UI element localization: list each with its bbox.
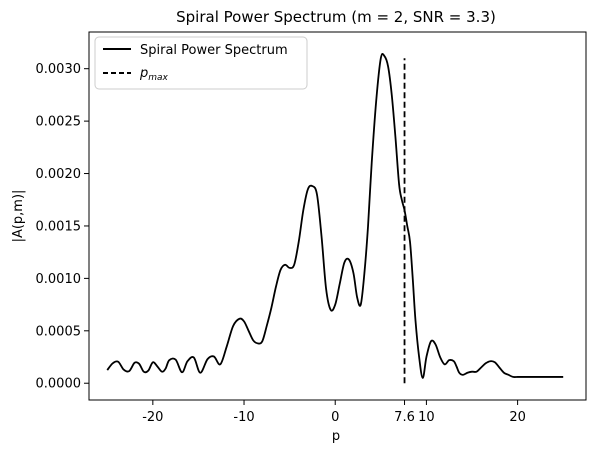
y-axis-label: |A(p,m)|	[11, 190, 26, 243]
x-tick-label: 0	[331, 410, 339, 425]
axes-frame	[88, 31, 587, 401]
plot-area	[89, 32, 586, 400]
x-tick-label: -20	[142, 410, 163, 425]
y-tick-label: 0.0005	[36, 324, 82, 339]
legend-box	[94, 36, 308, 90]
x-tick-label: 20	[509, 410, 526, 425]
y-tick-label: 0.0000	[36, 377, 82, 392]
legend: Spiral Power Spectrum pmax	[94, 36, 308, 90]
y-tick-label: 0.0010	[36, 272, 82, 287]
y-tick-label: 0.0030	[36, 62, 82, 77]
legend-label-pmax: pmax	[139, 66, 169, 83]
x-tick-label: 7.6	[394, 410, 415, 425]
x-axis-label: p	[332, 429, 340, 444]
plot-background	[89, 32, 586, 400]
x-tick-label: 10	[418, 410, 435, 425]
y-tick-label: 0.0020	[36, 167, 82, 182]
x-tick-label: -10	[233, 410, 254, 425]
series-layer	[106, 52, 564, 379]
series-line-spiral-power-spectrum	[106, 52, 564, 379]
chart-title: Spiral Power Spectrum (m = 2, SNR = 3.3)	[176, 8, 496, 26]
legend-label-spectrum: Spiral Power Spectrum	[140, 43, 288, 58]
legend-label-pmax-main: p	[139, 66, 148, 81]
legend-label-pmax-sub: max	[148, 73, 168, 83]
y-tick-label: 0.0015	[36, 219, 82, 234]
ticks-layer: -20 -10 0 7.6 10 20 0.0000 0.0005 0.0010 0.0015 0.…	[36, 62, 526, 425]
y-tick-label: 0.0025	[36, 115, 82, 130]
